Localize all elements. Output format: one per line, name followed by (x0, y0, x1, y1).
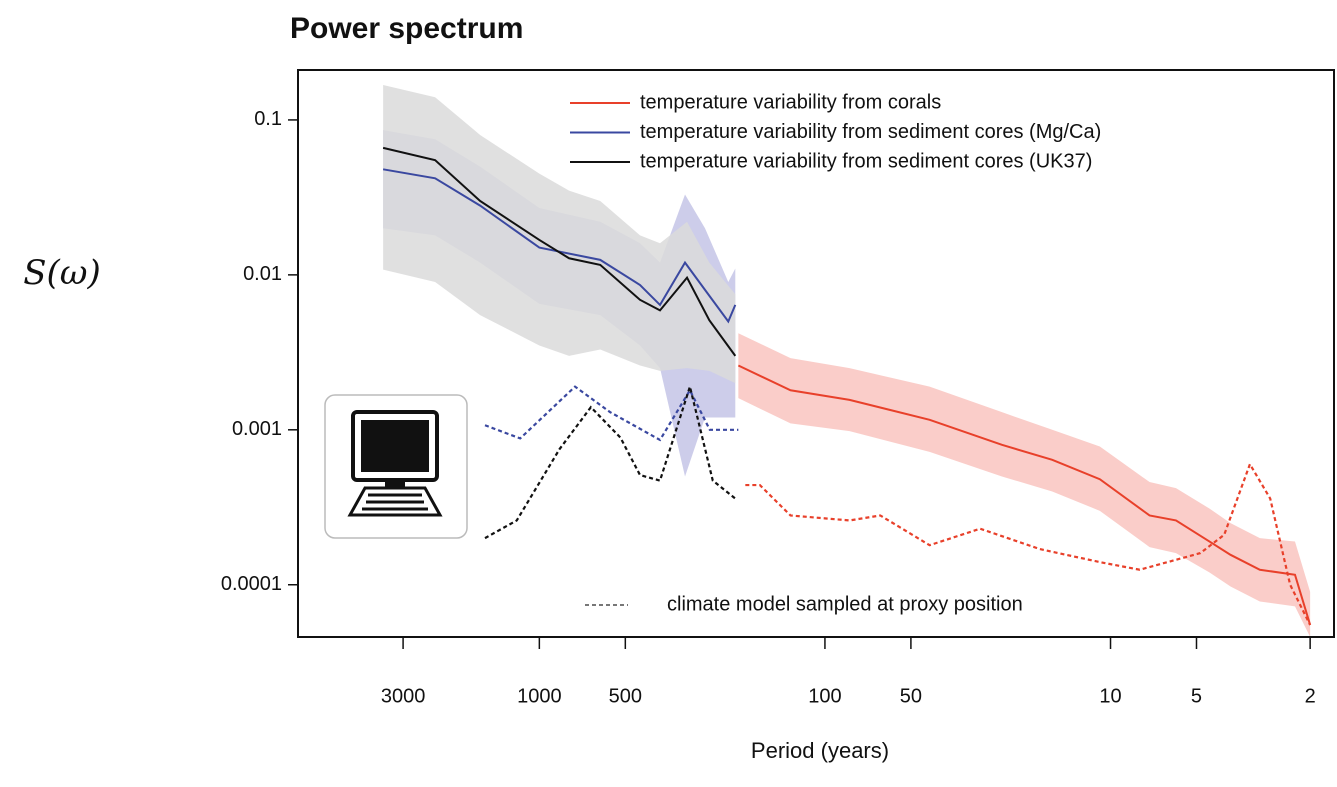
x-axis-label: Period (years) (751, 738, 889, 763)
x-tick-label: 2 (1305, 685, 1316, 707)
y-tick-label: 0.0001 (221, 573, 282, 595)
y-tick-label: 0.1 (254, 108, 282, 130)
computer-icon (324, 394, 468, 539)
model-line (484, 385, 739, 442)
bands (383, 85, 1311, 637)
x-tick-label: 500 (609, 685, 642, 707)
chart-title: Power spectrum (290, 12, 523, 45)
x-tick-label: 5 (1191, 685, 1202, 707)
model-line (484, 382, 736, 540)
model-line (745, 461, 1312, 626)
y-tick-label: 0.01 (243, 263, 282, 285)
plot-frame (297, 69, 1335, 638)
legend-label: temperature variability from sediment co… (640, 150, 1092, 172)
model-legend-text: climate model sampled at proxy position (667, 593, 1023, 615)
lines (382, 146, 1312, 626)
x-tick-label: 3000 (381, 685, 426, 707)
x-tick-label: 1000 (517, 685, 562, 707)
y-axis-label: S(ω) (23, 253, 101, 293)
x-tick-label: 50 (900, 685, 922, 707)
series-line (382, 168, 737, 324)
confidence-band (383, 85, 736, 384)
legend-label: temperature variability from corals (640, 91, 941, 113)
x-tick-label: 100 (808, 685, 841, 707)
x-tick-label: 10 (1099, 685, 1121, 707)
confidence-band (738, 333, 1311, 637)
series-line (737, 364, 1312, 626)
y-tick-label: 0.001 (232, 418, 282, 440)
series-line (382, 146, 737, 357)
legend-label: temperature variability from sediment co… (640, 121, 1101, 143)
